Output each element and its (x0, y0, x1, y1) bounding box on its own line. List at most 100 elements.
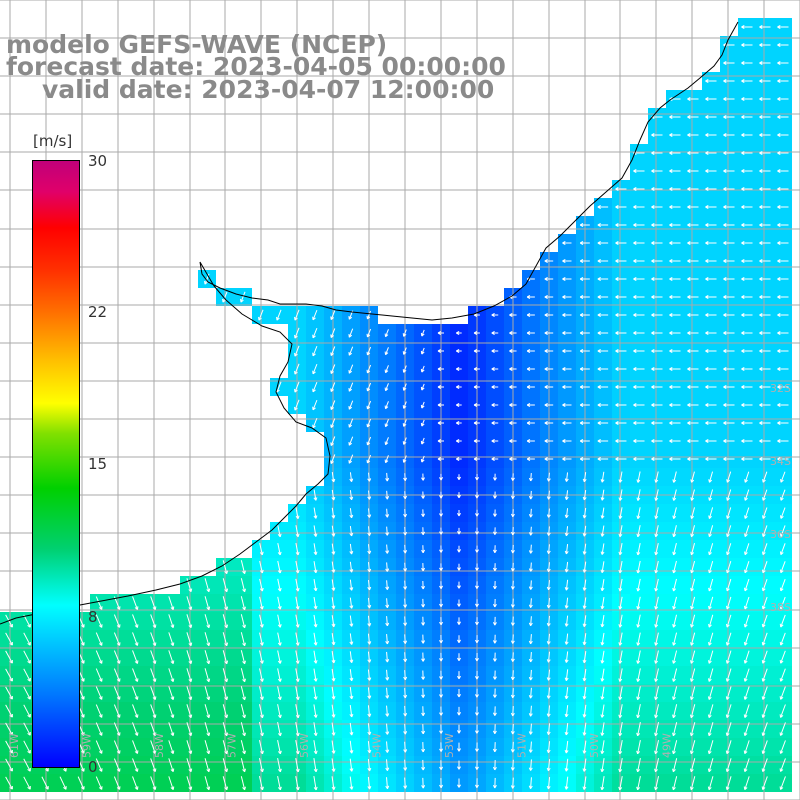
wind-arrow (741, 223, 753, 227)
wind-arrow (597, 259, 609, 263)
colorbar-tick: 0 (88, 758, 98, 776)
wind-arrow (723, 223, 735, 227)
wind-arrow (741, 115, 753, 119)
wind-arrow (633, 187, 645, 191)
wind-arrow (669, 169, 681, 173)
wind-arrow (687, 115, 699, 119)
colorbar-unit: [m/s] (33, 132, 73, 150)
wind-arrow (723, 61, 735, 65)
wind-arrow (669, 187, 681, 191)
wind-arrow (777, 187, 789, 191)
wind-arrow (759, 205, 771, 209)
wind-arrow (669, 223, 681, 227)
wind-arrow (741, 25, 753, 29)
wind-arrow (759, 259, 771, 263)
longitude-label: 51W (516, 733, 529, 758)
wind-arrow (777, 133, 789, 137)
colorbar-tick: 8 (88, 608, 98, 626)
wind-arrow (759, 169, 771, 173)
wind-arrow (615, 223, 627, 227)
wind-arrow (669, 241, 681, 245)
wind-arrow (597, 205, 609, 209)
wind-arrow (615, 187, 627, 191)
wind-arrow (741, 259, 753, 263)
wind-arrow (669, 115, 681, 119)
wind-arrow (651, 151, 663, 155)
wind-arrow (741, 43, 753, 47)
wind-arrow (615, 241, 627, 245)
wind-arrow (615, 259, 627, 263)
wind-arrow (579, 223, 590, 227)
wind-arrow (651, 187, 663, 191)
longitude-label: 54W (371, 733, 384, 758)
wind-arrow (705, 187, 717, 191)
longitude-label: 49W (661, 733, 674, 758)
wind-arrow (562, 259, 572, 263)
wind-arrow (651, 259, 663, 263)
wind-arrow (705, 115, 717, 119)
wind-arrow (723, 115, 735, 119)
wind-arrow (777, 25, 789, 29)
wind-arrow (705, 205, 717, 209)
wind-arrow (705, 133, 717, 137)
wind-arrow (687, 97, 699, 101)
longitude-label: 58W (153, 733, 166, 758)
wind-arrow (723, 241, 735, 245)
wind-arrow (723, 133, 735, 137)
wind-arrow (741, 97, 753, 101)
wind-arrow (651, 205, 663, 209)
wind-arrow (705, 97, 717, 101)
wind-arrow (705, 223, 717, 227)
wind-arrow (723, 169, 735, 173)
wind-arrow (777, 223, 789, 227)
wind-arrow (687, 133, 699, 137)
wind-arrow (687, 187, 699, 191)
wind-arrow (741, 169, 753, 173)
wind-arrow (633, 223, 645, 227)
longitude-label: 53W (443, 733, 456, 758)
wind-arrow (741, 133, 753, 137)
longitude-label: 50W (588, 733, 601, 758)
wind-arrow (579, 259, 590, 263)
wind-arrow (687, 169, 699, 173)
wind-arrow (705, 151, 717, 155)
wind-arrow (759, 97, 771, 101)
wind-arrow (777, 43, 789, 47)
wind-arrow (777, 61, 789, 65)
wind-arrow (759, 223, 771, 227)
wind-arrow (723, 259, 735, 263)
wind-arrow (705, 241, 717, 245)
wind-arrow (687, 151, 699, 155)
wind-arrow (579, 241, 590, 245)
wind-arrow (723, 79, 735, 83)
wind-arrow (562, 241, 572, 245)
wind-arrow (759, 61, 771, 65)
wind-arrow (669, 259, 681, 263)
wind-arrow (651, 223, 663, 227)
wind-arrow (777, 97, 789, 101)
wind-arrow (705, 79, 717, 83)
wind-arrow (759, 43, 771, 47)
wind-arrow (759, 115, 771, 119)
wind-arrow (759, 187, 771, 191)
wind-arrow (615, 205, 627, 209)
wind-arrow (651, 133, 663, 137)
valid-date: valid date: 2023-04-07 12:00:00 (42, 75, 495, 104)
colorbar-tick: 30 (88, 152, 108, 170)
wind-arrow (687, 223, 699, 227)
wind-arrow (597, 241, 609, 245)
wind-arrow (759, 133, 771, 137)
wind-arrow (705, 169, 717, 173)
colorbar-tick: 22 (88, 303, 108, 321)
wind-arrow (777, 115, 789, 119)
wind-arrow (759, 151, 771, 155)
longitude-label: 59W (81, 733, 94, 758)
wind-arrow (759, 241, 771, 245)
wind-arrow (741, 187, 753, 191)
wind-arrow (544, 259, 554, 263)
wind-arrow (669, 133, 681, 137)
wind-arrow (723, 97, 735, 101)
wind-arrow (687, 205, 699, 209)
